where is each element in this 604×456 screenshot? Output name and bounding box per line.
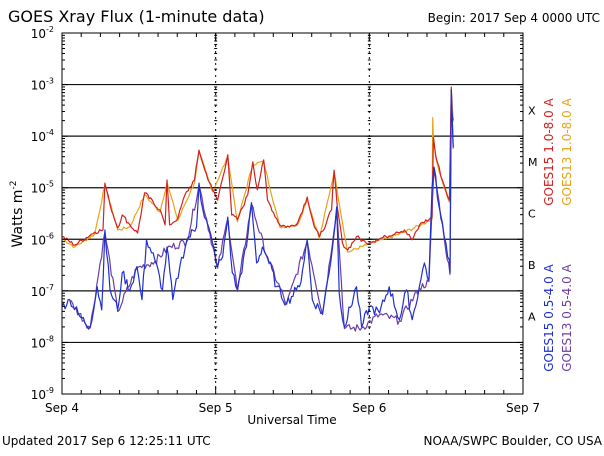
- y-tick-label: 10-2: [31, 25, 54, 41]
- y-tick-label-base: 10: [31, 388, 46, 402]
- flare-class-label: A: [528, 311, 536, 324]
- y-tick-label-base: 10: [31, 130, 46, 144]
- y-tick-label: 10-7: [31, 283, 54, 299]
- y-axis-label: Watts m-2: [9, 181, 26, 248]
- y-tick-label-base: 10: [31, 182, 46, 196]
- y-tick-label-base: 10: [31, 233, 46, 247]
- flare-class-label: X: [528, 104, 536, 117]
- legend-entry: GOES13 0.5-4.0 A: [560, 263, 574, 371]
- y-tick-label-exponent: -9: [46, 386, 54, 395]
- legend-entry: GOES15 1.0-8.0 A: [542, 97, 556, 205]
- legend: GOES15 1.0-8.0 A GOES13 1.0-8.0 A GOES15 0…: [542, 97, 574, 371]
- y-tick-label-exponent: -6: [46, 231, 54, 240]
- y-axis-label-sup: -2: [9, 181, 19, 190]
- x-tick-label: Sep 7: [506, 401, 540, 415]
- y-tick-label-base: 10: [31, 336, 46, 350]
- flare-class-label: M: [528, 156, 538, 169]
- y-tick-label-exponent: -4: [46, 128, 54, 137]
- footer-source: NOAA/SWPC Boulder, CO USA: [424, 434, 603, 448]
- x-tick-label: Sep 4: [45, 401, 79, 415]
- flare-class-label: B: [528, 259, 536, 272]
- series-line-goes15-0-5-4-0-a: [61, 89, 454, 330]
- grid: [62, 33, 523, 394]
- chart-title: GOES Xray Flux (1-minute data): [8, 7, 265, 26]
- legend-entry: GOES15 0.5-4.0 A: [542, 263, 556, 371]
- y-tick-label: 10-3: [31, 77, 54, 93]
- y-tick-label-base: 10: [31, 79, 46, 93]
- y-tick-label: 10-4: [31, 128, 54, 144]
- y-axis-label-text: Watts m: [10, 190, 26, 248]
- y-tick-label-exponent: -8: [46, 334, 54, 343]
- footer-updated: Updated 2017 Sep 6 12:25:11 UTC: [2, 434, 211, 448]
- y-tick-label-exponent: -7: [46, 283, 54, 292]
- begin-label: Begin: 2017 Sep 4 0000 UTC: [428, 11, 600, 25]
- y-tick-label: 10-8: [31, 334, 54, 350]
- y-tick-label-exponent: -5: [46, 180, 54, 189]
- y-tick-label: 10-6: [31, 231, 54, 247]
- x-axis-label: Universal Time: [247, 413, 336, 427]
- y-tick-label: 10-9: [31, 386, 54, 402]
- svg-text:Watts m-2: Watts m-2: [9, 181, 26, 248]
- x-tick-label: Sep 5: [199, 401, 233, 415]
- legend-entry: GOES13 1.0-8.0 A: [560, 97, 574, 205]
- series-layer: [61, 86, 454, 332]
- series-line-goes15-1-0-8-0-a: [62, 86, 454, 251]
- plot-frame: [61, 32, 524, 395]
- y-tick-label-base: 10: [31, 27, 46, 41]
- y-tick-label-exponent: -3: [46, 77, 54, 86]
- flare-class-label: C: [528, 208, 536, 221]
- series-line-goes13-0-5-4-0-a: [69, 90, 454, 332]
- x-tick-label: Sep 6: [352, 401, 386, 415]
- y-tick-label: 10-5: [31, 180, 54, 196]
- y-tick-label-exponent: -2: [46, 25, 54, 34]
- y-tick-label-base: 10: [31, 285, 46, 299]
